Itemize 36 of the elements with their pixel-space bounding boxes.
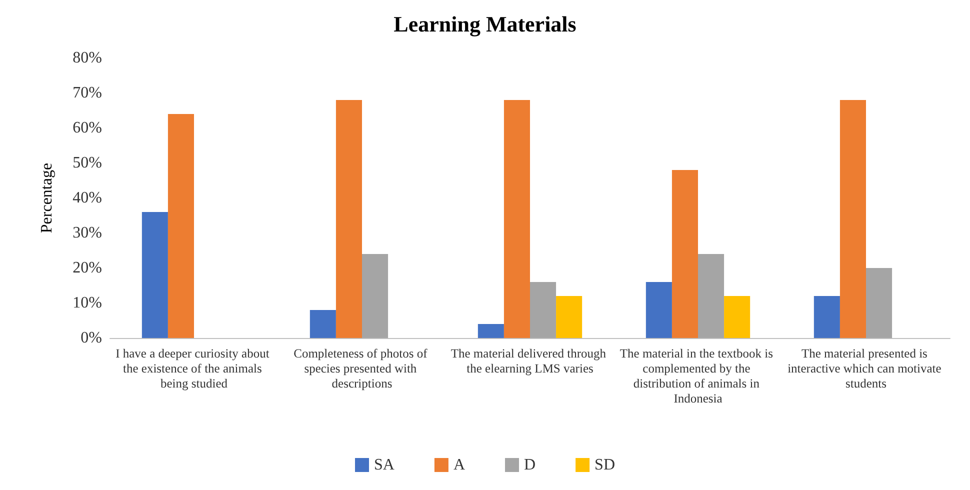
x-tick-label: The material presented is interactive which can motivate students <box>788 346 944 390</box>
y-tick-label: 80% <box>72 50 102 66</box>
y-tick-label: 70% <box>72 84 102 102</box>
x-tick-label: Completeness of photos of species presented with descriptions <box>294 346 430 390</box>
bar <box>646 282 672 338</box>
bar <box>478 324 504 338</box>
chart-title: Learning Materials <box>394 12 577 36</box>
bar <box>724 296 750 338</box>
y-tick-label: 20% <box>72 260 102 276</box>
y-tick-label: 40% <box>72 190 102 206</box>
bar <box>698 254 724 338</box>
bar <box>840 100 866 338</box>
bar <box>336 100 362 338</box>
y-axis-title: Percentage <box>38 162 56 234</box>
bar <box>866 268 892 338</box>
x-tick-label: The material in the textbook is complemented by the distribution of animals in Indonesia <box>620 346 776 406</box>
bar <box>814 296 840 338</box>
bar <box>362 254 388 338</box>
bar <box>672 170 698 338</box>
legend-label: SA <box>374 456 395 474</box>
bar <box>310 310 336 338</box>
legend-label: A <box>453 456 466 474</box>
y-tick-label: 30% <box>72 224 102 242</box>
bar <box>530 282 556 338</box>
y-tick-label: 50% <box>72 154 102 172</box>
bar <box>142 212 168 338</box>
legend-label: D <box>524 456 536 474</box>
x-tick-label: I have a deeper curiosity about the existence of the animals being studied <box>116 346 272 390</box>
y-tick-label: 60% <box>72 120 102 136</box>
y-tick-label: 0% <box>80 330 102 346</box>
y-tick-label: 10% <box>72 294 102 312</box>
legend-label: SD <box>594 456 616 474</box>
x-tick-label: The material delivered through the elearning LMS varies <box>450 346 610 376</box>
bar <box>168 114 194 338</box>
bar <box>556 296 582 338</box>
bar <box>504 100 530 338</box>
